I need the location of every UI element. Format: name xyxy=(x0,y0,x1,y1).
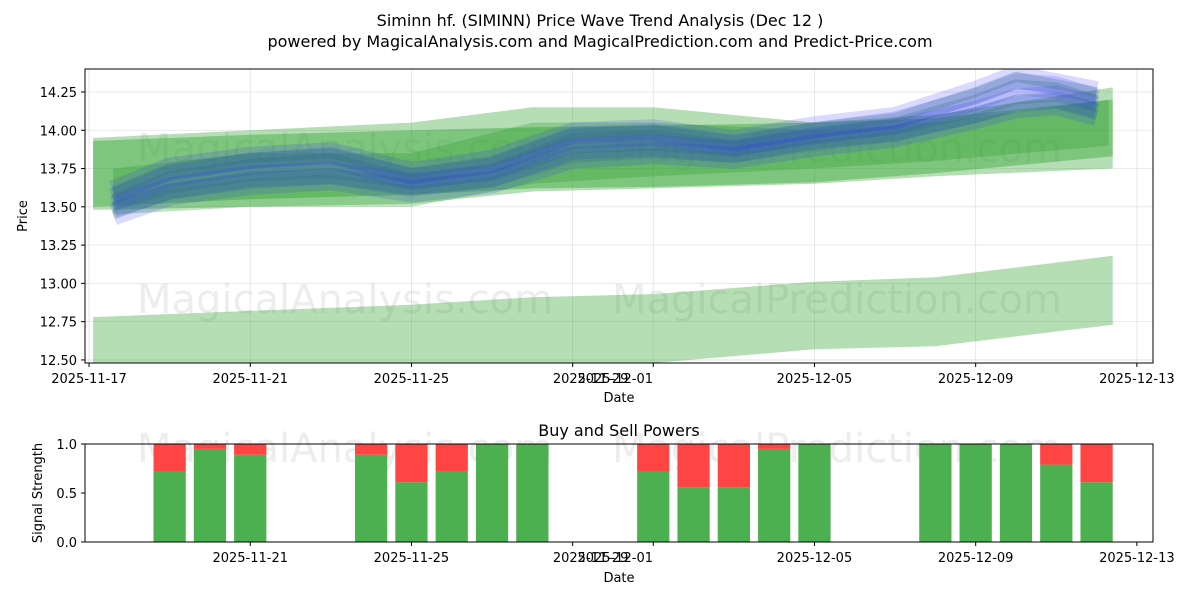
sell-bar xyxy=(677,444,710,488)
price-x-tick-label: 2025-11-29 xyxy=(553,372,629,387)
buy-bar xyxy=(1080,482,1113,542)
price-wave-line xyxy=(109,69,1099,202)
price-wave-line xyxy=(111,99,1098,220)
chart-title: Siminn hf. (SIMINN) Price Wave Trend Ana… xyxy=(377,11,824,30)
price-y-tick-label: 14.00 xyxy=(40,124,77,139)
price-band xyxy=(93,87,1113,210)
price-y-tick-label: 14.25 xyxy=(40,86,77,101)
signal-panel-title: Buy and Sell Powers xyxy=(538,421,700,440)
price-band xyxy=(113,99,1109,215)
price-axes-frame xyxy=(84,68,1154,364)
price-wave-line xyxy=(109,85,1100,218)
buy-bar xyxy=(234,454,267,542)
chart-subtitle: powered by MagicalAnalysis.com and Magic… xyxy=(267,32,932,51)
watermark-prediction: MagicalPrediction.com xyxy=(612,277,1062,323)
buy-bar xyxy=(516,444,549,542)
price-panel: MagicalAnalysis.com MagicalPrediction.com… xyxy=(16,68,1175,406)
price-wave-line xyxy=(111,79,1099,204)
signal-y-axis-label: Signal Strength xyxy=(31,443,46,543)
buy-bar xyxy=(919,444,952,542)
signal-x-tick-label: 2025-11-25 xyxy=(374,551,450,566)
buy-bar xyxy=(677,487,710,542)
price-x-tick-label: 2025-11-25 xyxy=(374,372,450,387)
signal-x-tick-label: 2025-11-29 xyxy=(553,551,629,566)
signal-x-tick-label: 2025-12-09 xyxy=(938,551,1014,566)
watermark-prediction: MagicalPrediction.com xyxy=(612,126,1062,172)
signal-y-tick-label: 0.0 xyxy=(56,536,77,551)
sell-bar xyxy=(193,444,227,449)
price-y-tick-label: 13.25 xyxy=(40,239,77,254)
price-wave-line xyxy=(109,93,1100,225)
price-x-tick-label: 2025-11-21 xyxy=(212,372,288,387)
price-x-tick-label: 2025-11-17 xyxy=(51,372,127,387)
buy-bar xyxy=(475,444,509,542)
price-wave-line xyxy=(109,73,1100,210)
buy-bar xyxy=(1040,464,1073,542)
buy-bar xyxy=(637,471,670,542)
price-x-tick-label: 2025-12-09 xyxy=(938,372,1014,387)
sell-bar xyxy=(758,444,791,449)
watermark-analysis: MagicalAnalysis.com xyxy=(137,126,553,172)
price-x-tick-label: 2025-12-13 xyxy=(1099,372,1175,387)
signal-x-axis-label: Date xyxy=(603,571,634,586)
sell-bar xyxy=(1080,444,1113,483)
price-y-tick-label: 13.00 xyxy=(40,277,77,292)
sell-bar xyxy=(355,444,388,455)
buy-bar xyxy=(999,444,1033,542)
price-y-tick-label: 13.75 xyxy=(40,163,77,178)
buy-bar xyxy=(395,482,428,542)
sell-bar xyxy=(637,444,670,472)
sell-bar xyxy=(395,444,428,483)
price-band xyxy=(93,99,1113,207)
price-y-tick-label: 13.50 xyxy=(40,201,77,216)
buy-bar xyxy=(435,471,468,542)
price-wave-line xyxy=(111,91,1098,212)
sell-bar xyxy=(234,444,267,455)
sell-bar xyxy=(153,444,186,472)
price-y-axis-label: Price xyxy=(16,200,31,232)
signal-x-tick-label: 2025-12-05 xyxy=(777,551,853,566)
signal-y-tick-label: 1.0 xyxy=(56,438,77,453)
price-wave-line xyxy=(111,71,1098,197)
sell-bar xyxy=(1040,444,1073,465)
signal-x-tick-label: 2025-11-21 xyxy=(212,551,288,566)
sell-bar xyxy=(717,444,750,488)
signal-x-tick-label: 2025-12-01 xyxy=(577,551,653,566)
price-band xyxy=(93,255,1113,363)
buy-bar xyxy=(959,444,992,542)
signal-y-tick-label: 0.5 xyxy=(56,487,77,502)
price-x-tick-label: 2025-12-01 xyxy=(577,372,653,387)
buy-bar xyxy=(717,487,750,542)
price-y-tick-label: 12.50 xyxy=(40,354,77,369)
price-x-tick-label: 2025-12-05 xyxy=(777,372,853,387)
buy-bar xyxy=(153,471,186,542)
signal-x-tick-label: 2025-12-13 xyxy=(1099,551,1175,566)
price-plot-area xyxy=(93,69,1113,363)
price-x-axis-label: Date xyxy=(603,391,634,406)
buy-bar xyxy=(355,454,388,542)
buy-bar xyxy=(798,444,831,542)
buy-bar xyxy=(758,448,791,542)
sell-bar xyxy=(435,444,468,472)
watermark-analysis: MagicalAnalysis.com xyxy=(137,277,553,323)
signal-panel: MagicalAnalysis.com MagicalPrediction.com… xyxy=(31,421,1175,586)
price-y-tick-label: 12.75 xyxy=(40,316,77,331)
buy-bar xyxy=(193,448,227,542)
